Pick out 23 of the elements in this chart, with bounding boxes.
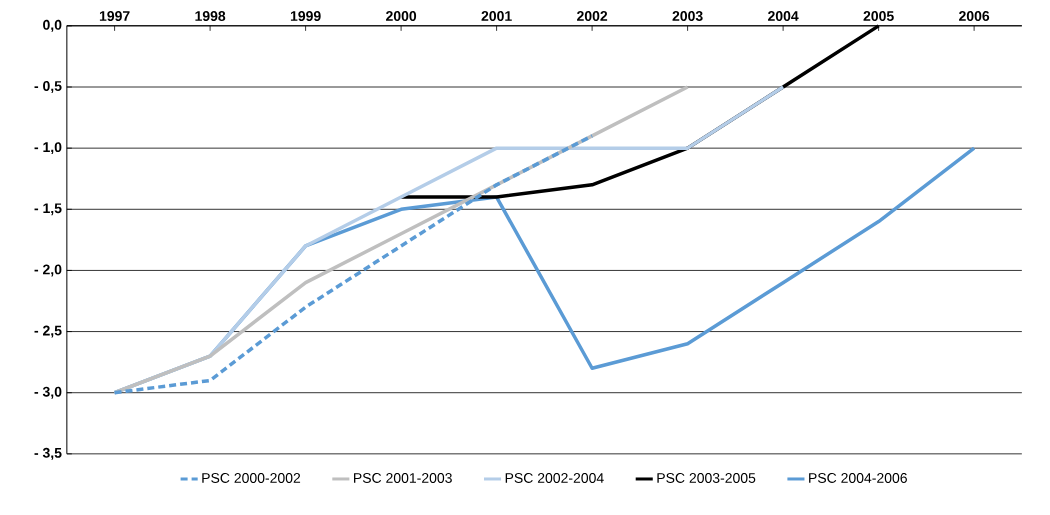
legend-label: PSC 2001-2003 [354,473,452,483]
y-tick-label: - 3,0 [34,386,62,399]
y-tick-label: - 3,5 [34,447,62,460]
x-tick-label: 2002 [577,11,608,21]
legend-label: PSC 2002-2004 [505,473,604,483]
y-tick-label: - 1,0 [34,142,62,155]
x-tick-label: 1997 [99,11,130,21]
x-tick-label: 2001 [481,11,512,21]
y-tick-label: - 1,5 [34,203,62,216]
legend-label: PSC 2003-2005 [657,473,756,483]
y-tick-label: - 2,0 [34,264,62,277]
x-tick-label: 2005 [863,11,894,21]
legend-label: PSC 2000-2002 [202,473,301,483]
legend-label: PSC 2004-2006 [809,473,907,483]
y-tick-label: - 0,5 [34,81,62,93]
x-tick-label: 1998 [195,11,226,21]
y-tick-label: 0,0 [43,19,62,32]
x-tick-label: 2006 [959,11,990,21]
y-tick-label: - 2,5 [34,325,62,338]
x-tick-label: 1999 [290,11,321,21]
x-tick-label: 2004 [768,11,799,21]
x-tick-label: 2003 [672,11,703,21]
x-tick-label: 2000 [386,11,417,21]
